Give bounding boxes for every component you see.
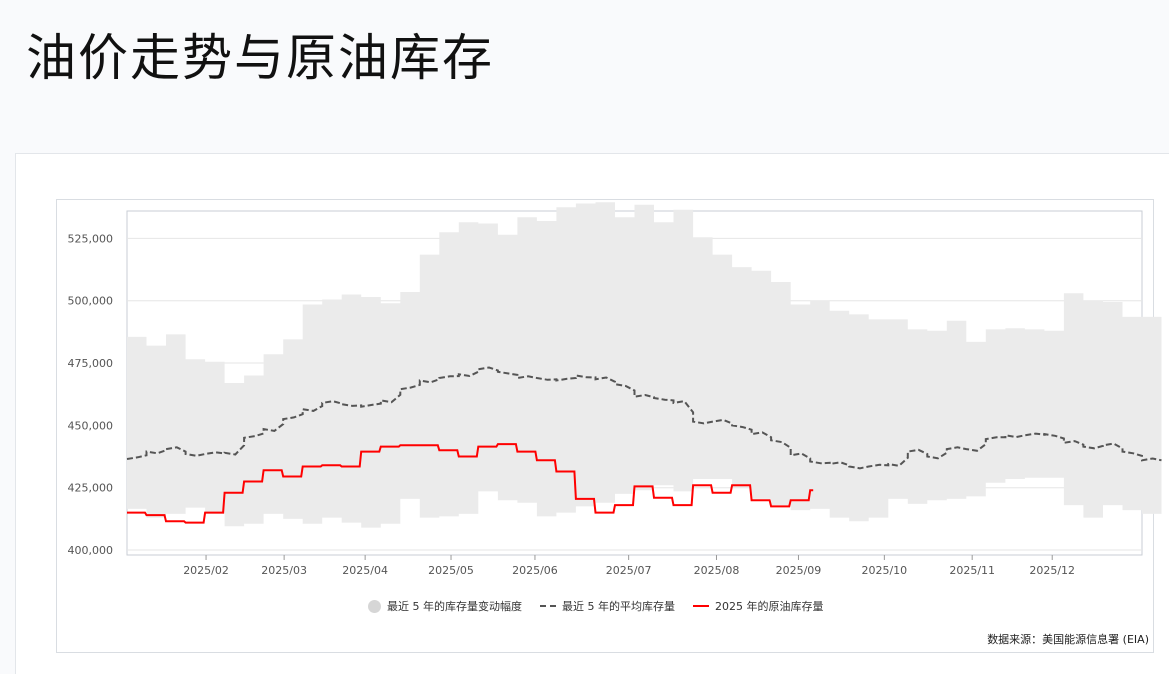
legend-item-avg[interactable]: 最近 5 年的平均库存量 xyxy=(540,598,675,614)
x-tick-label: 2025/02 xyxy=(183,564,229,577)
legend-current-swatch xyxy=(693,605,709,607)
x-tick-label: 2025/05 xyxy=(428,564,474,577)
x-tick-label: 2025/04 xyxy=(342,564,388,577)
chart-legend: 最近 5 年的库存量变动幅度 最近 5 年的平均库存量 2025 年的原油库存量 xyxy=(368,598,842,614)
y-tick-label: 500,000 xyxy=(68,295,114,308)
average-line xyxy=(126,366,1162,470)
data-source-note: 数据来源：美国能源信息署 (EIA) xyxy=(987,633,1149,646)
y-tick-label: 425,000 xyxy=(68,482,114,495)
y-tick-label: 475,000 xyxy=(68,357,114,370)
legend-current-label: 2025 年的原油库存量 xyxy=(715,600,824,613)
x-tick-label: 2025/06 xyxy=(512,564,558,577)
x-tick-label: 2025/10 xyxy=(861,564,907,577)
x-tick-label: 2025/08 xyxy=(694,564,740,577)
current-year-line xyxy=(127,443,814,524)
x-tick-label: 2025/09 xyxy=(776,564,822,577)
y-tick-label: 400,000 xyxy=(68,544,114,557)
x-tick-label: 2025/12 xyxy=(1029,564,1075,577)
legend-band-label: 最近 5 年的库存量变动幅度 xyxy=(387,600,522,613)
x-tick-label: 2025/07 xyxy=(606,564,652,577)
legend-band-swatch xyxy=(368,599,381,613)
page-title: 油价走势与原油库存 xyxy=(26,29,494,87)
y-tick-label: 525,000 xyxy=(68,232,114,245)
y-tick-label: 450,000 xyxy=(68,419,114,432)
legend-item-current[interactable]: 2025 年的原油库存量 xyxy=(693,598,824,614)
legend-avg-swatch xyxy=(540,605,556,607)
x-tick-label: 2025/11 xyxy=(949,564,995,577)
legend-item-band[interactable]: 最近 5 年的库存量变动幅度 xyxy=(368,598,522,614)
legend-avg-label: 最近 5 年的平均库存量 xyxy=(562,600,675,613)
x-tick-label: 2025/03 xyxy=(261,564,307,577)
